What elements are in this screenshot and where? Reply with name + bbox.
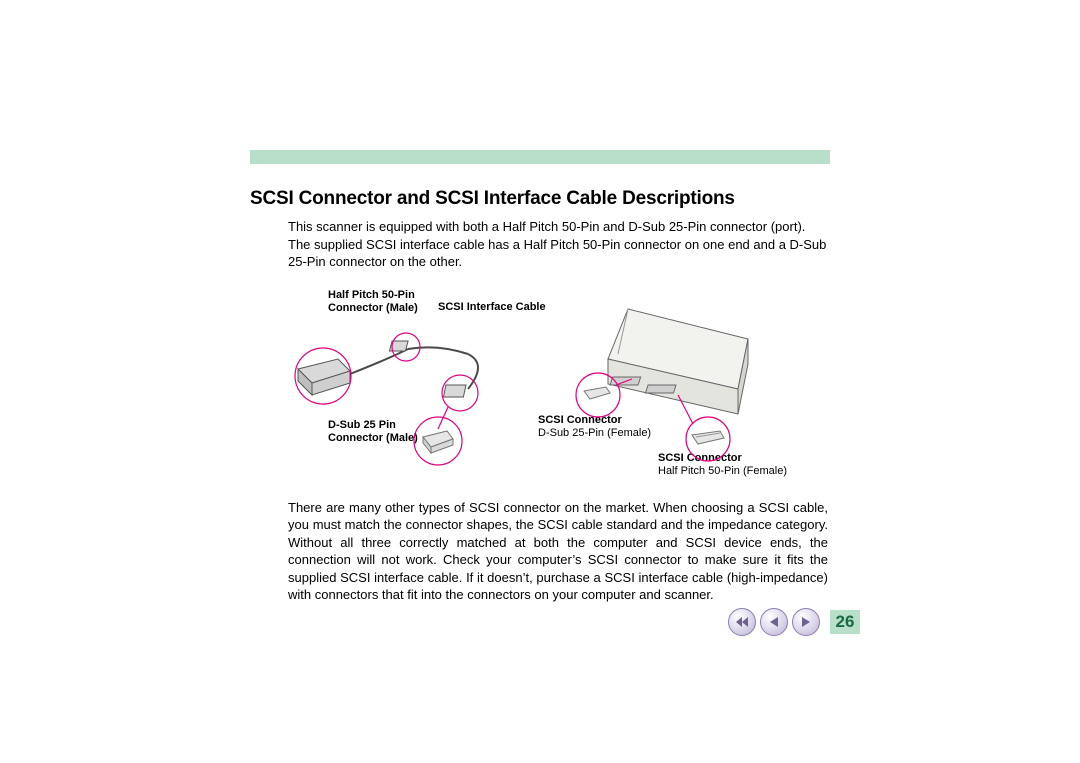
intro-paragraph: This scanner is equipped with both a Hal… [288,218,828,271]
nav-prev-button[interactable] [760,608,788,636]
label-hp50-male: Half Pitch 50-PinConnector (Male) [328,289,418,315]
chevron-right-icon [800,615,812,629]
label-scsi-cable: SCSI Interface Cable [438,301,546,314]
page-number: 26 [830,610,860,634]
connector-diagram: Half Pitch 50-PinConnector (Male) SCSI I… [288,289,828,489]
nav-bar: 26 [250,608,860,636]
rewind-icon [735,615,749,629]
nav-next-button[interactable] [792,608,820,636]
chevron-left-icon [768,615,780,629]
cable-sketch [288,319,518,469]
page-title: SCSI Connector and SCSI Interface Cable … [250,188,860,210]
nav-first-button[interactable] [728,608,756,636]
scanner-sketch [568,299,828,489]
body-paragraph: There are many other types of SCSI conne… [288,499,828,604]
header-bar [250,150,830,164]
